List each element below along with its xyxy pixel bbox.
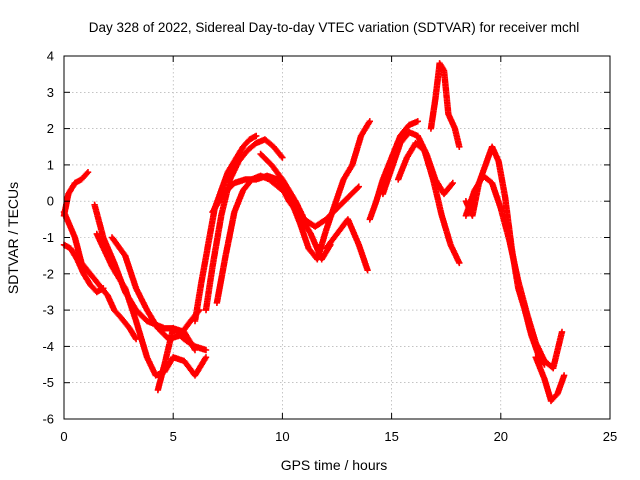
series-track-18 <box>427 60 463 150</box>
plus-markers <box>532 354 568 405</box>
plus-markers <box>108 234 203 343</box>
series-track-09 <box>202 136 286 314</box>
series-track-14 <box>322 216 371 274</box>
plus-markers <box>322 216 371 274</box>
y-tick-label: -2 <box>42 266 54 281</box>
series-track-13 <box>279 118 373 263</box>
axis-ticks: 0 5 10 15 20 25 -6 -5 -4 -3 -2 -1 0 1 2 3 4 <box>42 49 617 445</box>
plus-markers <box>366 118 421 223</box>
plus-markers <box>427 60 463 150</box>
y-tick-label: 1 <box>47 157 54 172</box>
x-tick-label: 20 <box>494 429 508 444</box>
y-tick-label: 0 <box>47 194 54 209</box>
x-tick-label: 10 <box>275 429 289 444</box>
chart-title: Day 328 of 2022, Sidereal Day-to-day VTE… <box>89 20 579 35</box>
y-tick-label: 4 <box>47 49 54 64</box>
x-tick-label: 25 <box>603 429 617 444</box>
series-track-04 <box>91 201 210 354</box>
y-tick-label: -6 <box>42 412 54 427</box>
series-track-07 <box>154 325 199 394</box>
plus-markers <box>379 129 456 198</box>
series-track-06 <box>108 234 203 343</box>
x-axis-label: GPS time / hours <box>281 457 388 473</box>
plus-markers <box>191 132 260 325</box>
y-tick-label: -3 <box>42 303 54 318</box>
x-tick-label: 15 <box>384 429 398 444</box>
y-axis-label: SDTVAR / TECUs <box>5 182 21 294</box>
series-track-20 <box>462 172 566 372</box>
plus-markers <box>279 118 373 263</box>
series-track-08 <box>191 132 260 325</box>
y-tick-label: 3 <box>47 85 54 100</box>
y-tick-label: -5 <box>42 375 54 390</box>
series-track-15 <box>366 118 421 223</box>
series-track-16 <box>379 129 456 198</box>
y-tick-label: -1 <box>42 230 54 245</box>
plus-markers <box>91 201 210 354</box>
plus-markers <box>202 136 286 314</box>
plus-markers <box>395 139 463 267</box>
y-tick-label: -4 <box>42 339 54 354</box>
plus-markers <box>154 325 199 394</box>
y-tick-label: 2 <box>47 121 54 136</box>
data-series <box>60 60 568 405</box>
plus-markers <box>462 172 566 372</box>
x-tick-label: 0 <box>60 429 67 444</box>
series-track-21 <box>532 354 568 405</box>
series-track-05 <box>93 230 210 379</box>
plus-markers <box>93 230 210 379</box>
x-tick-label: 5 <box>170 429 177 444</box>
series-track-17 <box>395 139 463 267</box>
